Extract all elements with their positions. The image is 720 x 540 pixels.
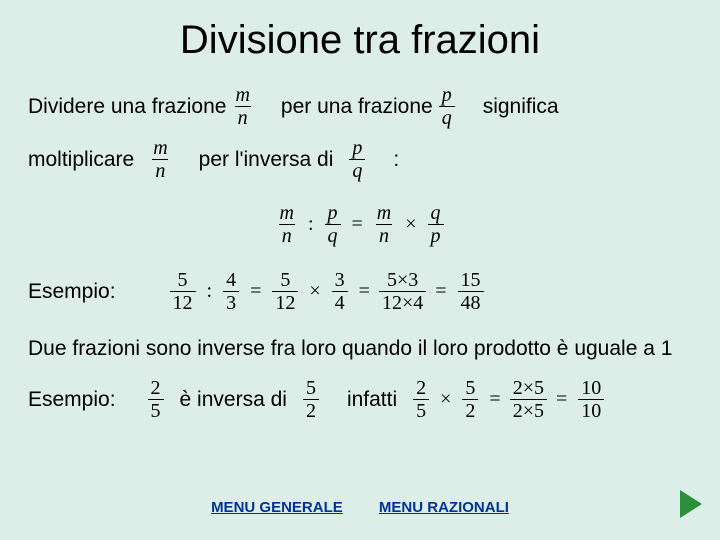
text: Dividere una frazione [28, 95, 226, 119]
inverse-definition: Due frazioni sono inverse fra loro quand… [28, 335, 692, 362]
text: per l'inversa di [199, 148, 334, 172]
page-title: Divisione tra frazioni [28, 18, 692, 63]
text: è inversa di [180, 388, 287, 412]
text: : [393, 148, 399, 172]
text: infatti [347, 388, 397, 412]
definition-line-2: moltiplicare m n per l'inversa di p q : [28, 138, 692, 181]
definition-line-1: Dividere una frazione m n per una frazio… [28, 85, 692, 128]
fraction-m-n: m n [232, 85, 252, 128]
example-label: Esempio: [28, 280, 116, 304]
fraction-m-n: m n [150, 138, 170, 181]
next-arrow-icon[interactable] [680, 490, 702, 518]
fraction-p-q: p q [349, 138, 365, 181]
general-equation: mn : pq = mn × qp [28, 199, 692, 246]
fraction-p-q: p q [439, 85, 455, 128]
example-1: Esempio: 512 : 43 = 512 × 34 = 5×312×4 =… [28, 270, 692, 313]
text: significa [483, 95, 559, 119]
text: moltiplicare [28, 148, 134, 172]
menu-bar: MENU GENERALE MENU RAZIONALI [0, 499, 720, 516]
menu-razionali-link[interactable]: MENU RAZIONALI [379, 499, 509, 516]
menu-generale-link[interactable]: MENU GENERALE [211, 499, 343, 516]
example-2: Esempio: 25 è inversa di 52 infatti 25 ×… [28, 378, 692, 421]
example-label: Esempio: [28, 388, 116, 412]
text: per una frazione [281, 95, 433, 119]
